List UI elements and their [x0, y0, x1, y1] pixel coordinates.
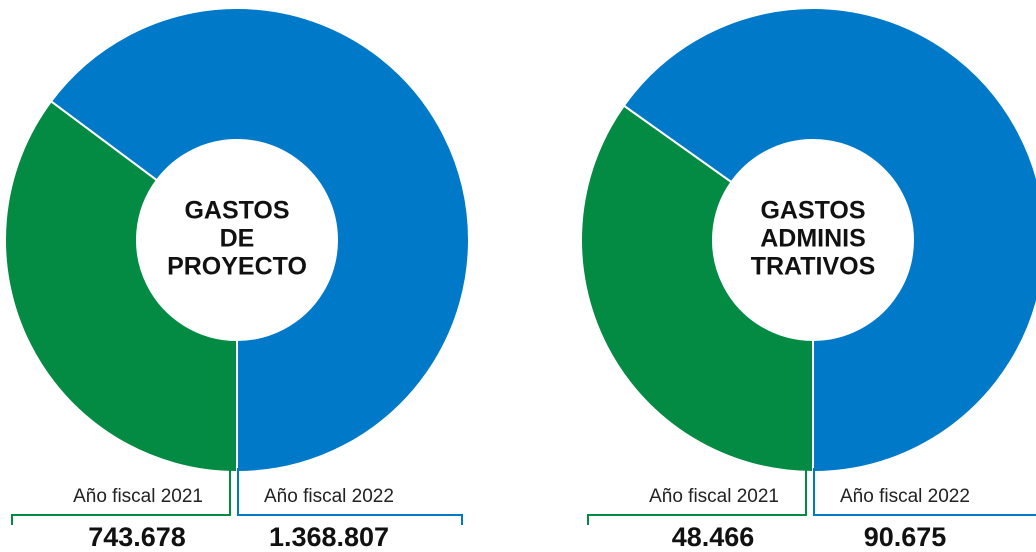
legend-label: Año fiscal 2021	[73, 486, 203, 507]
donut-segment	[622, 7, 1036, 474]
legend-label: Año fiscal 2021	[649, 486, 779, 507]
center-title: DE	[220, 225, 255, 253]
value-label: 1.368.807	[269, 522, 389, 552]
donut-segment	[49, 7, 470, 474]
center-title: PROYECTO	[167, 253, 307, 281]
bracket	[813, 468, 1036, 516]
center-title: ADMINIS	[760, 225, 866, 253]
legend-label: Año fiscal 2022	[264, 486, 394, 507]
value-label: 90.675	[864, 522, 947, 552]
bracket	[11, 468, 231, 525]
legend-label: Año fiscal 2022	[840, 486, 970, 507]
center-title: GASTOS	[184, 197, 289, 225]
bracket	[237, 468, 463, 525]
bracket	[587, 468, 807, 525]
value-label: 743.678	[88, 522, 186, 552]
donut-segment	[4, 99, 238, 474]
center-title: GASTOS	[760, 197, 865, 225]
center-title: TRATIVOS	[751, 253, 876, 281]
donut-segment	[580, 104, 814, 474]
value-label: 48.466	[672, 522, 755, 552]
